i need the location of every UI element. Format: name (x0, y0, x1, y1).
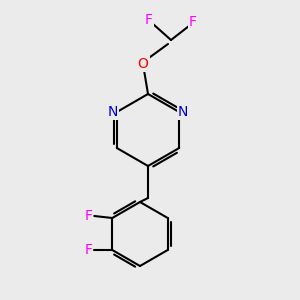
Text: F: F (189, 15, 197, 29)
Text: N: N (178, 105, 188, 119)
Text: F: F (84, 209, 92, 223)
Text: F: F (84, 243, 92, 257)
Text: F: F (145, 13, 153, 27)
Text: N: N (108, 105, 118, 119)
Text: O: O (138, 57, 148, 71)
